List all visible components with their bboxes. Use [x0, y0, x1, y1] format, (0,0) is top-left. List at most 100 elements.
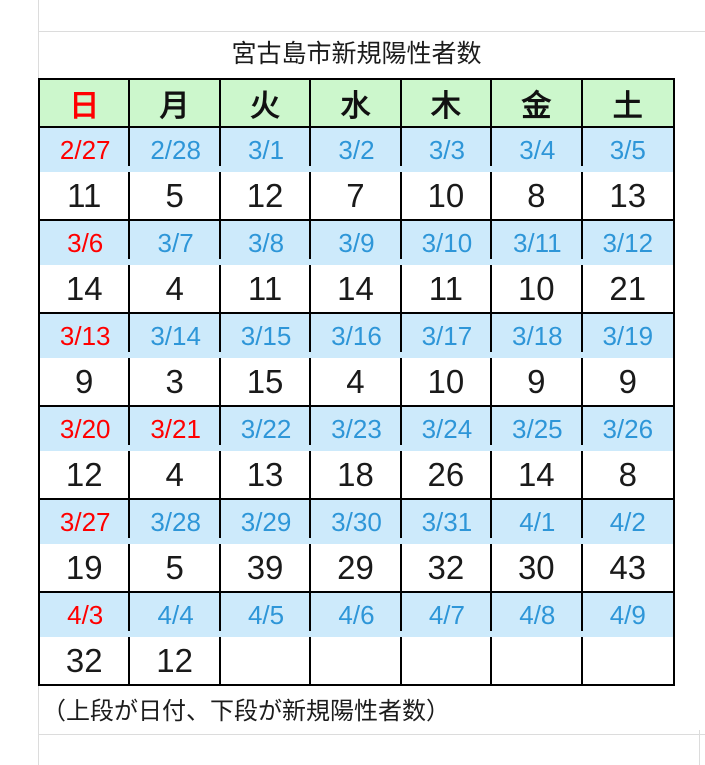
count-row: 12 4 13 18 26 14 8 — [40, 451, 673, 500]
count-cell: 10 — [401, 172, 493, 221]
count-cell: 4 — [130, 451, 221, 500]
date-cell: 3/14 — [130, 314, 221, 358]
date-row: 4/3 4/4 4/5 4/6 4/7 4/8 4/9 — [40, 593, 673, 637]
date-cell: 3/7 — [130, 221, 221, 265]
weekday-cell-mon: 月 — [130, 80, 221, 128]
date-cell: 3/16 — [311, 314, 402, 358]
date-cell: 3/9 — [311, 221, 402, 265]
date-cell: 4/7 — [401, 593, 493, 637]
date-row: 3/27 3/28 3/29 3/30 3/31 4/1 4/2 — [40, 500, 673, 544]
count-cell — [220, 637, 312, 684]
count-cell: 5 — [130, 172, 221, 221]
count-cell: 13 — [220, 451, 312, 500]
count-cell: 10 — [492, 265, 583, 314]
count-cell: 12 — [130, 637, 221, 684]
date-cell: 4/2 — [582, 500, 673, 544]
date-row: 3/6 3/7 3/8 3/9 3/10 3/11 3/12 — [40, 221, 673, 265]
date-cell: 3/11 — [492, 221, 583, 265]
count-cell: 18 — [311, 451, 402, 500]
date-cell: 3/1 — [220, 128, 312, 172]
count-cell: 11 — [40, 172, 131, 221]
count-cell: 32 — [40, 637, 131, 684]
date-cell: 3/6 — [40, 221, 131, 265]
gridline-vertical-right — [699, 730, 700, 765]
weekday-cell-tue: 火 — [220, 80, 312, 128]
date-cell: 4/5 — [220, 593, 312, 637]
date-cell: 4/1 — [492, 500, 583, 544]
date-cell: 4/3 — [40, 593, 131, 637]
count-cell: 9 — [492, 358, 583, 407]
date-cell: 3/20 — [40, 407, 131, 451]
page-title: 宮古島市新規陽性者数 — [231, 40, 482, 68]
date-cell: 3/17 — [401, 314, 493, 358]
count-cell: 29 — [311, 544, 402, 593]
count-cell: 39 — [220, 544, 312, 593]
date-row: 3/20 3/21 3/22 3/23 3/24 3/25 3/26 — [40, 407, 673, 451]
count-row: 11 5 12 7 10 8 13 — [40, 172, 673, 221]
weekday-cell-thu: 木 — [401, 80, 493, 128]
count-cell: 32 — [401, 544, 493, 593]
footer-note: （上段が日付、下段が新規陽性者数） — [38, 688, 705, 735]
count-cell: 4 — [130, 265, 221, 314]
date-cell: 3/8 — [220, 221, 312, 265]
count-cell: 13 — [582, 172, 673, 221]
count-cell: 4 — [311, 358, 402, 407]
count-cell: 5 — [130, 544, 221, 593]
weekday-cell-wed: 水 — [311, 80, 402, 128]
count-cell: 3 — [130, 358, 221, 407]
count-cell — [311, 637, 402, 684]
count-cell: 7 — [311, 172, 402, 221]
date-cell: 4/4 — [130, 593, 221, 637]
date-cell: 4/9 — [582, 593, 673, 637]
calendar-table-container: 日 月 火 水 木 金 土 2/27 2/28 3/1 3/2 3/3 3/4 … — [38, 78, 675, 686]
count-cell: 8 — [582, 451, 673, 500]
date-cell: 3/25 — [492, 407, 583, 451]
date-cell: 3/4 — [492, 128, 583, 172]
count-cell: 14 — [492, 451, 583, 500]
count-row: 19 5 39 29 32 30 43 — [40, 544, 673, 593]
date-cell: 3/24 — [401, 407, 493, 451]
date-cell: 3/31 — [401, 500, 493, 544]
weekday-cell-sat: 土 — [582, 80, 673, 128]
date-cell: 3/15 — [220, 314, 312, 358]
date-cell: 3/29 — [220, 500, 312, 544]
calendar-table: 日 月 火 水 木 金 土 2/27 2/28 3/1 3/2 3/3 3/4 … — [40, 80, 673, 684]
date-cell: 3/26 — [582, 407, 673, 451]
date-cell: 3/13 — [40, 314, 131, 358]
count-cell — [401, 637, 493, 684]
count-cell: 19 — [40, 544, 131, 593]
weekday-header-row: 日 月 火 水 木 金 土 — [40, 80, 673, 128]
count-cell: 11 — [401, 265, 493, 314]
date-cell: 2/27 — [40, 128, 131, 172]
weekday-cell-fri: 金 — [492, 80, 583, 128]
date-cell: 3/23 — [311, 407, 402, 451]
count-cell — [492, 637, 583, 684]
date-cell: 3/30 — [311, 500, 402, 544]
count-cell: 10 — [401, 358, 493, 407]
date-cell: 3/18 — [492, 314, 583, 358]
count-cell: 15 — [220, 358, 312, 407]
date-cell: 3/19 — [582, 314, 673, 358]
date-row: 2/27 2/28 3/1 3/2 3/3 3/4 3/5 — [40, 128, 673, 172]
date-row: 3/13 3/14 3/15 3/16 3/17 3/18 3/19 — [40, 314, 673, 358]
date-cell: 3/27 — [40, 500, 131, 544]
count-row: 9 3 15 4 10 9 9 — [40, 358, 673, 407]
date-cell: 4/6 — [311, 593, 402, 637]
date-cell: 3/21 — [130, 407, 221, 451]
gridline-horizontal-top — [38, 31, 705, 32]
count-cell — [582, 637, 673, 684]
date-cell: 3/2 — [311, 128, 402, 172]
count-row: 14 4 11 14 11 10 21 — [40, 265, 673, 314]
date-cell: 4/8 — [492, 593, 583, 637]
count-cell: 12 — [220, 172, 312, 221]
count-cell: 8 — [492, 172, 583, 221]
count-cell: 14 — [40, 265, 131, 314]
date-cell: 3/5 — [582, 128, 673, 172]
count-cell: 26 — [401, 451, 493, 500]
weekday-cell-sun: 日 — [40, 80, 131, 128]
date-cell: 3/10 — [401, 221, 493, 265]
date-cell: 3/3 — [401, 128, 493, 172]
count-cell: 14 — [311, 265, 402, 314]
count-cell: 9 — [582, 358, 673, 407]
